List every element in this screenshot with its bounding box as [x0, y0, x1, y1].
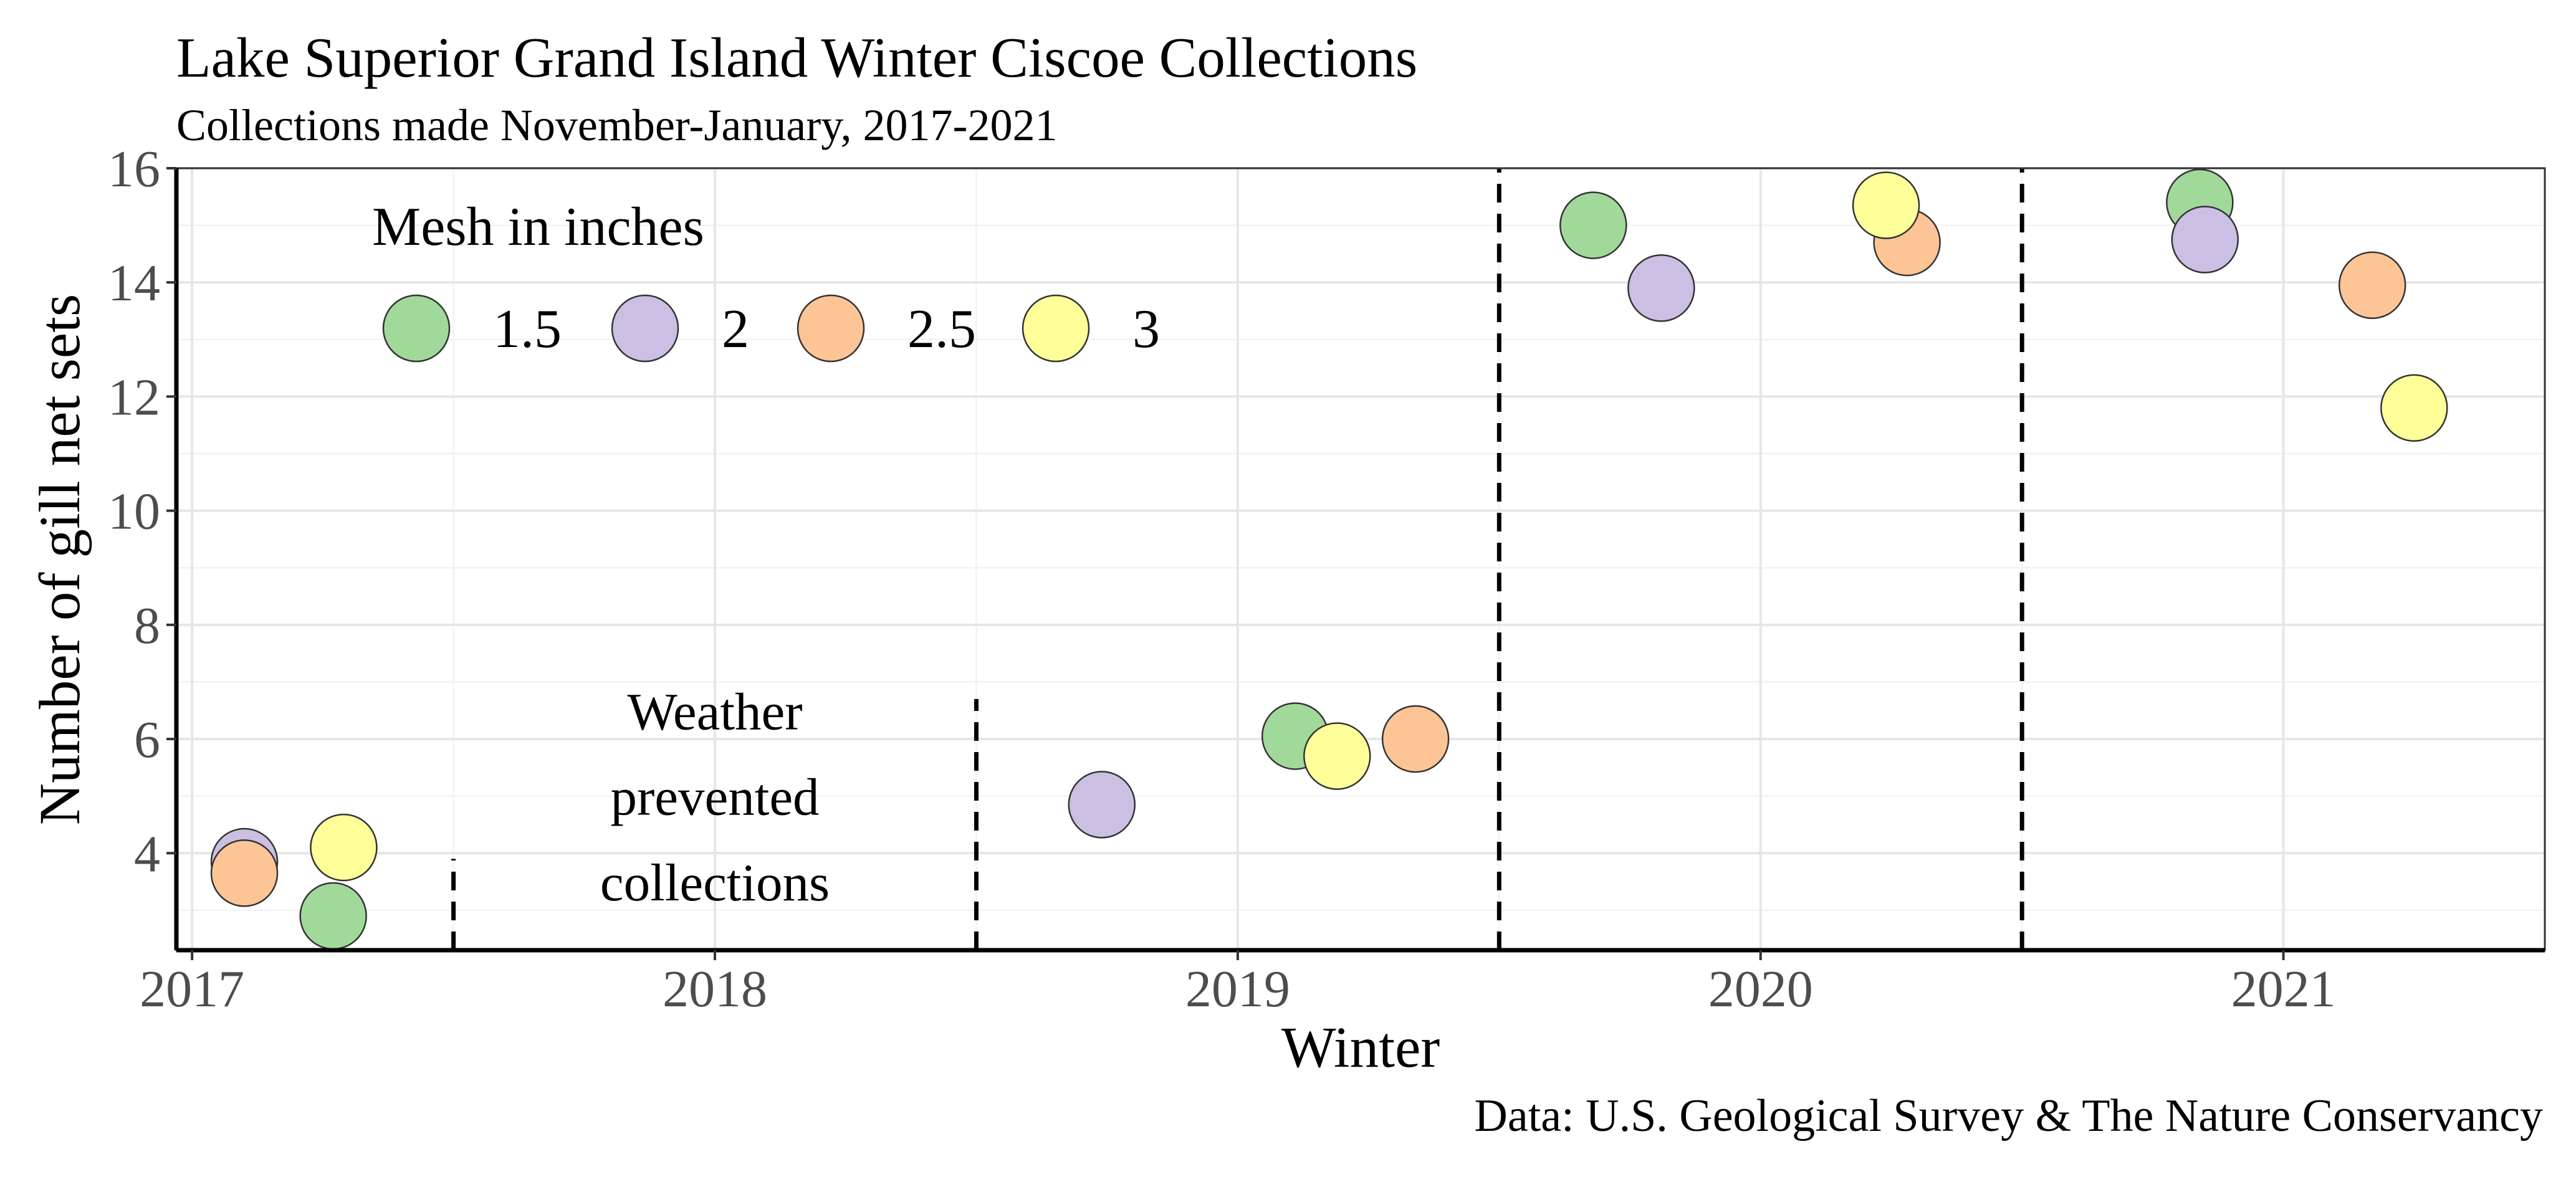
- legend-label-2: 2: [722, 299, 749, 360]
- point-mesh-3-4: [2380, 374, 2448, 442]
- y-tick-label-14: 14: [108, 254, 160, 312]
- point-mesh-2-3: [1627, 254, 1695, 322]
- legend-title: Mesh in inches: [372, 197, 704, 257]
- legend-label-3: 3: [1132, 299, 1160, 360]
- legend-key-2-5: [797, 294, 865, 363]
- point-mesh-2-4: [2171, 206, 2239, 274]
- x-axis-ticks: 2017 2018 2019 2020 2021: [140, 950, 2336, 1018]
- chart-subtitle: Collections made November-January, 2017-…: [176, 100, 1058, 150]
- legend-key-3: [1022, 294, 1090, 363]
- annotations: Weather prevented collections: [600, 682, 830, 912]
- point-mesh-2-5-2: [1381, 705, 1450, 773]
- y-tick-label-12: 12: [108, 368, 160, 426]
- x-tick-label-2019: 2019: [1185, 960, 1290, 1018]
- point-mesh-3-1: [310, 813, 378, 882]
- point-mesh-2-5-1: [210, 839, 279, 907]
- legend-key-1-5: [382, 294, 451, 363]
- plot-panel: [174, 167, 2546, 953]
- chart-title: Lake Superior Grand Island Winter Ciscoe…: [176, 26, 1417, 89]
- point-mesh-3-2: [1303, 722, 1371, 790]
- x-tick-label-2018: 2018: [663, 960, 767, 1018]
- legend-items: 1.5 2 2.5 3: [382, 294, 1160, 363]
- x-tick-label-2021: 2021: [2231, 960, 2336, 1018]
- point-mesh-1-5-3: [1559, 191, 1627, 259]
- caption: Data: U.S. Geological Survey & The Natur…: [1474, 1090, 2543, 1141]
- x-tick-label-2017: 2017: [140, 960, 244, 1018]
- legend-label-2-5: 2.5: [907, 299, 976, 360]
- point-mesh-2-5-4: [2338, 251, 2406, 320]
- legend: Mesh in inches 1.5 2 2.5 3: [372, 197, 1160, 363]
- point-mesh-2-2: [1068, 771, 1136, 839]
- x-tick-label-2020: 2020: [1708, 960, 1813, 1018]
- y-tick-label-6: 6: [134, 711, 160, 769]
- dashed-separators: [451, 168, 2024, 950]
- y-axis-title: Number of gill net sets: [28, 294, 92, 825]
- annotation-line-1: Weather: [628, 682, 803, 741]
- annotation-line-2: prevented: [610, 768, 819, 827]
- y-tick-label-8: 8: [134, 597, 160, 655]
- legend-label-1-5: 1.5: [493, 299, 562, 360]
- y-tick-label-10: 10: [108, 483, 160, 541]
- annotation-line-3: collections: [600, 854, 830, 912]
- data-points: [210, 168, 2448, 950]
- x-axis-title: Winter: [1281, 1016, 1440, 1080]
- y-tick-label-16: 16: [108, 140, 160, 198]
- legend-key-2: [611, 294, 679, 363]
- point-mesh-1-5-1: [299, 882, 367, 950]
- minor-gridlines: [176, 168, 2545, 950]
- y-axis-ticks: 4 6 8 10 12 14 16: [108, 140, 176, 883]
- panel-background: [176, 168, 2545, 950]
- y-tick-label-4: 4: [134, 825, 160, 883]
- point-mesh-3-3: [1852, 171, 1920, 239]
